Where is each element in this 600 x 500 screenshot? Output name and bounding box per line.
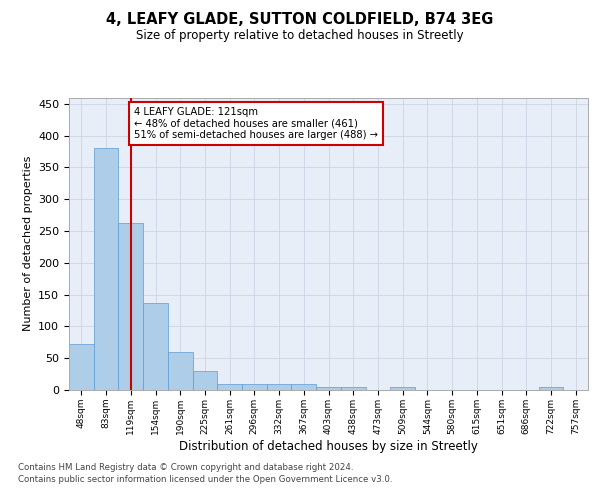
Bar [193,371,217,390]
Bar [94,148,118,390]
Y-axis label: Number of detached properties: Number of detached properties [23,156,32,332]
Bar [217,384,242,390]
Text: Contains HM Land Registry data © Crown copyright and database right 2024.: Contains HM Land Registry data © Crown c… [18,462,353,471]
Text: Contains public sector information licensed under the Open Government Licence v3: Contains public sector information licen… [18,475,392,484]
Text: 4 LEAFY GLADE: 121sqm
← 48% of detached houses are smaller (461)
51% of semi-det: 4 LEAFY GLADE: 121sqm ← 48% of detached … [134,107,379,140]
Bar [292,384,316,390]
Bar [341,387,365,390]
Bar [267,384,292,390]
Bar [143,303,168,390]
Text: 4, LEAFY GLADE, SUTTON COLDFIELD, B74 3EG: 4, LEAFY GLADE, SUTTON COLDFIELD, B74 3E… [106,12,494,28]
Bar [242,384,267,390]
X-axis label: Distribution of detached houses by size in Streetly: Distribution of detached houses by size … [179,440,478,452]
Bar [390,387,415,390]
Bar [118,224,143,390]
Text: Size of property relative to detached houses in Streetly: Size of property relative to detached ho… [136,29,464,42]
Bar [168,352,193,390]
Bar [316,387,341,390]
Bar [69,344,94,390]
Bar [539,387,563,390]
